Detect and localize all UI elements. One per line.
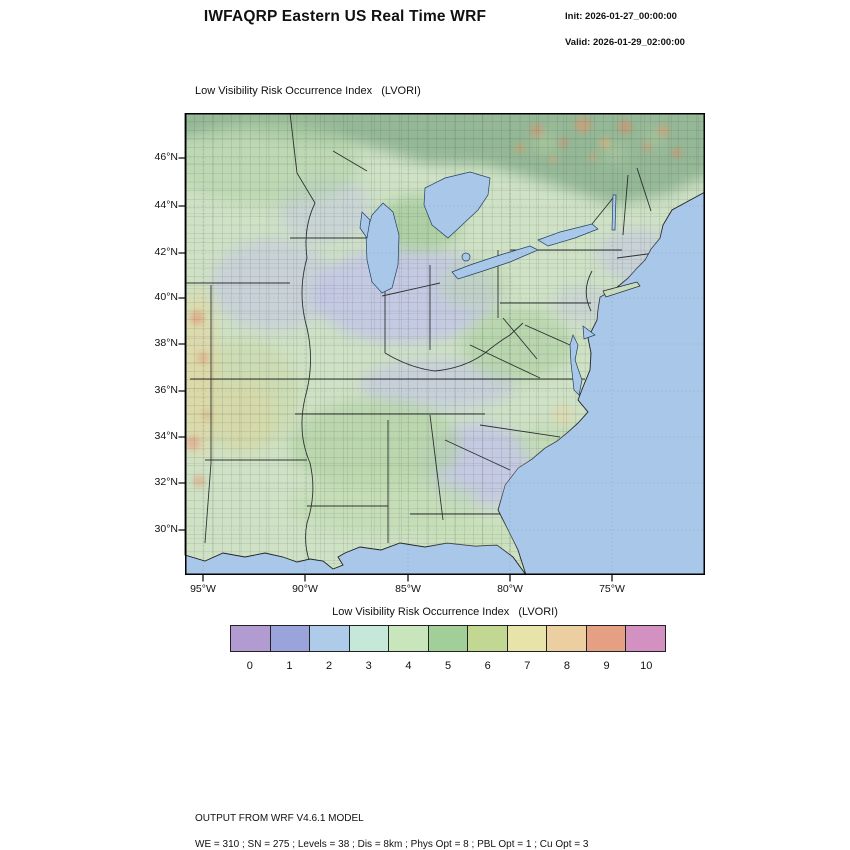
chesapeake-bay bbox=[569, 334, 583, 396]
map-svg bbox=[178, 112, 706, 582]
x-tick-label: 80°W bbox=[497, 583, 523, 595]
great-lakes bbox=[359, 171, 617, 396]
colorbar-tick: 3 bbox=[365, 660, 372, 672]
x-tick-label: 90°W bbox=[292, 583, 318, 595]
colorbar-title: Low Visibility Risk Occurrence Index (LV… bbox=[332, 606, 558, 618]
map-title: Low Visibility Risk Occurrence Index (LV… bbox=[195, 85, 421, 97]
lake-erie bbox=[451, 245, 539, 280]
colorbar-tick: 10 bbox=[640, 660, 653, 672]
colorbar-tick: 0 bbox=[246, 660, 253, 672]
colorbar-tick: 2 bbox=[326, 660, 333, 672]
colorbar-cell bbox=[626, 626, 666, 651]
colorbar-tick: 6 bbox=[484, 660, 491, 672]
colorbar-tick: 1 bbox=[286, 660, 293, 672]
delaware-bay bbox=[582, 325, 596, 340]
colorbar-tick: 8 bbox=[563, 660, 570, 672]
green-bay bbox=[359, 211, 371, 239]
y-tick-label: 40°N bbox=[154, 291, 178, 303]
colorbar-labels: 0 1 2 3 4 5 6 7 8 9 10 bbox=[230, 660, 666, 672]
model-info-line1: OUTPUT FROM WRF V4.6.1 MODEL bbox=[195, 813, 364, 824]
colorbar-cell bbox=[231, 626, 271, 651]
colorbar-tick: 5 bbox=[444, 660, 452, 672]
y-tick-label: 38°N bbox=[154, 337, 178, 349]
page-title: IWFAQRP Eastern US Real Time WRF bbox=[203, 8, 487, 25]
colorbar-cell bbox=[547, 626, 587, 651]
colorbar-tick: 4 bbox=[405, 660, 412, 672]
valid-time: Valid: 2026-01-29_02:00:00 bbox=[565, 37, 685, 48]
lake-champlain bbox=[611, 194, 617, 231]
map-border bbox=[185, 113, 705, 575]
model-info: OUTPUT FROM WRF V4.6.1 MODEL WE = 310 ; … bbox=[195, 812, 588, 850]
colorbar-cell bbox=[468, 626, 508, 651]
map-plot bbox=[177, 112, 706, 583]
axis-ticks bbox=[178, 157, 613, 582]
colorbar-cell bbox=[428, 626, 469, 651]
colorbar-cell bbox=[270, 626, 311, 651]
lake-huron bbox=[423, 171, 491, 239]
x-tick-label: 75°W bbox=[599, 583, 625, 595]
colorbar bbox=[230, 625, 666, 652]
colorbar-tick: 7 bbox=[524, 660, 531, 672]
y-tick-label: 44°N bbox=[154, 199, 178, 211]
colorbar-cell bbox=[310, 626, 350, 651]
y-tick-label: 30°N bbox=[154, 523, 178, 535]
y-tick-label: 34°N bbox=[154, 430, 178, 442]
colorbar-cell bbox=[586, 626, 627, 651]
lake-st-clair bbox=[461, 252, 471, 262]
long-island bbox=[602, 281, 641, 298]
run-times: Init: 2026-01-27_00:00:00 Valid: 2026-01… bbox=[565, 10, 685, 49]
graticule bbox=[185, 113, 705, 575]
y-tick-label: 32°N bbox=[154, 476, 178, 488]
x-tick-label: 95°W bbox=[190, 583, 216, 595]
y-tick-label: 42°N bbox=[154, 246, 178, 258]
lake-ontario bbox=[537, 223, 599, 247]
colorbar-tick: 9 bbox=[603, 660, 610, 672]
y-tick-label: 36°N bbox=[154, 384, 178, 396]
colorbar-cell bbox=[349, 626, 390, 651]
init-time: Init: 2026-01-27_00:00:00 bbox=[565, 11, 677, 22]
model-info-line2: WE = 310 ; SN = 275 ; Levels = 38 ; Dis … bbox=[195, 839, 589, 850]
colorbar-cell bbox=[507, 626, 548, 651]
colorbar-cell bbox=[389, 626, 429, 651]
y-tick-label: 46°N bbox=[154, 151, 178, 163]
x-tick-label: 85°W bbox=[395, 583, 421, 595]
